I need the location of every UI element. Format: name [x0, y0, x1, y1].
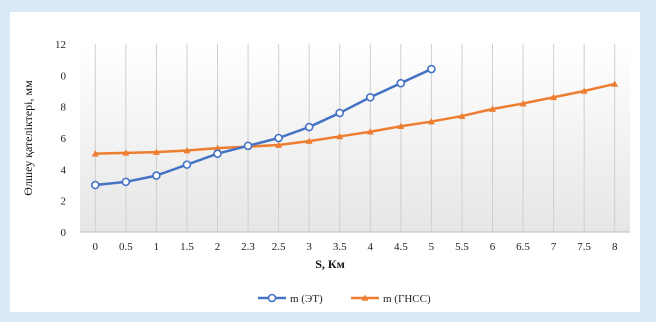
data-point	[152, 148, 160, 155]
data-point	[366, 128, 374, 135]
data-point	[397, 122, 405, 130]
x-tick-label: 5.5	[455, 241, 469, 253]
line-chart: 0 0.5 1 1.5 2 2.3 2.5 3 3.5 4 4.5 5 5.5 6 6.5 7 7.5 8 0 2 4 6…	[21, 39, 630, 305]
y-tick-label: 0	[61, 227, 67, 239]
legend-label: m (ЭТ)	[290, 293, 323, 305]
data-point	[182, 160, 192, 169]
data-point	[122, 149, 130, 156]
data-point	[611, 80, 619, 87]
legend-marker	[267, 293, 277, 303]
y-tick-label: 4	[61, 164, 67, 176]
data-point	[304, 122, 314, 132]
y-tick-label: 0	[61, 70, 67, 82]
axes: 0 0.5 1 1.5 2 2.3 2.5 3 3.5 4 4.5 5 5.5 6 6.5 7 7.5 8 0 2 4 6…	[55, 39, 630, 253]
data-point	[489, 105, 496, 112]
legend: m (ЭТ) m (ГНСС)	[258, 293, 431, 305]
legend-label: m (ГНСС)	[383, 293, 431, 305]
data-point	[91, 150, 99, 157]
data-point	[275, 141, 283, 148]
data-point	[335, 108, 345, 118]
x-tick-label: 6.5	[516, 241, 530, 253]
data-point	[305, 137, 313, 144]
data-point	[183, 147, 191, 154]
x-tick-label: 7.5	[577, 241, 591, 253]
data-point	[243, 141, 253, 151]
data-point	[365, 92, 375, 102]
gridlines	[94, 44, 616, 232]
x-tick-label: 4.5	[394, 241, 408, 253]
y-axis-title: Өлшеу қателіктері, мм	[21, 80, 35, 196]
plot-area	[80, 44, 630, 232]
data-point	[121, 177, 131, 187]
data-point	[458, 112, 466, 119]
x-tick-label: 3	[306, 241, 312, 253]
chart-panel: 0 0.5 1 1.5 2 2.3 2.5 3 3.5 4 4.5 5 5.5 6 6.5 7 7.5 8 0 2 4 6…	[10, 12, 640, 312]
y-tick-label: 8	[61, 102, 67, 114]
x-tick-label: 0.5	[119, 241, 133, 253]
x-tick-label: 2	[215, 241, 221, 253]
x-tick-label: 7	[551, 241, 557, 253]
series-layer	[90, 64, 619, 190]
legend-item-0: m (ЭТ)	[258, 293, 323, 305]
y-tick-label: 2	[61, 196, 67, 208]
y-tick-label: 6	[61, 133, 67, 145]
x-axis-title: S, Км	[315, 257, 345, 271]
data-point	[550, 93, 558, 101]
x-tick-label: 3.5	[333, 241, 347, 253]
data-point	[336, 132, 344, 140]
data-point	[396, 78, 406, 88]
x-tick-label: 2.3	[241, 241, 255, 253]
series-line	[95, 67, 432, 187]
x-tick-label: 1	[154, 241, 160, 253]
data-point	[213, 149, 222, 158]
data-point	[90, 180, 100, 190]
x-tick-label: 6	[490, 241, 496, 253]
data-point	[427, 64, 436, 74]
data-point	[274, 133, 283, 143]
data-point	[519, 100, 527, 107]
data-point	[427, 118, 435, 125]
x-tick-label: 8	[612, 241, 618, 253]
legend-marker	[361, 294, 369, 301]
x-tick-label: 5	[429, 241, 435, 253]
x-tick-label: 2.5	[272, 241, 286, 253]
data-point	[214, 144, 221, 151]
y-tick-label: 12	[55, 39, 66, 51]
data-point	[580, 87, 588, 94]
x-tick-label: 0	[93, 241, 99, 253]
x-tick-label: 1.5	[180, 241, 194, 253]
series-line	[95, 82, 616, 155]
series-0	[90, 64, 436, 190]
series-1	[91, 80, 619, 157]
legend-item-1: m (ГНСС)	[351, 293, 431, 305]
data-point	[152, 171, 161, 180]
x-tick-label: 4	[368, 241, 374, 253]
